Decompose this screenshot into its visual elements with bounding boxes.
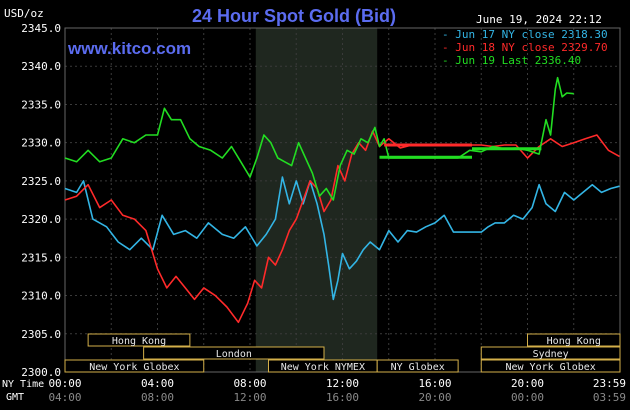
series-line-jun-17: [64, 176, 620, 301]
session-label: Sydney: [533, 349, 569, 360]
session-bar-box: [480, 346, 621, 360]
x-tick-label-ny: 16:00: [418, 377, 451, 390]
gmt-label: GMT: [6, 392, 24, 403]
session-bar-box: [527, 333, 621, 347]
session-bar: Sydney: [480, 346, 621, 360]
chart-title: 24 Hour Spot Gold (Bid): [192, 6, 396, 26]
session-bar-box: [87, 333, 191, 347]
session-bar-box: [64, 359, 205, 373]
session-label: Hong Kong: [112, 336, 166, 347]
y-tick-label: 2335.0: [21, 98, 61, 111]
x-tick-label-gmt: 00:00: [511, 391, 544, 404]
x-tick-label-ny: 20:00: [511, 377, 544, 390]
session-label: New York NYMEX: [281, 362, 365, 373]
session-label: New York Globex: [89, 362, 179, 373]
session-bar-box: [143, 346, 325, 360]
legend-entry-jun18: - Jun 18 NY close 2329.70: [442, 41, 608, 54]
x-tick-label-gmt: 03:59: [593, 391, 626, 404]
session-bar-box: [376, 359, 459, 373]
y-tick-label: 2340.0: [21, 60, 61, 73]
x-tick-label-gmt: 04:00: [48, 391, 81, 404]
x-tick-label-ny: 08:00: [233, 377, 266, 390]
x-tick-label-gmt: 20:00: [418, 391, 451, 404]
y-tick-label: 2315.0: [21, 251, 61, 264]
x-tick-label-ny: 04:00: [141, 377, 174, 390]
session-bar-box: [480, 359, 621, 373]
y-tick-label: 2305.0: [21, 328, 61, 341]
session-bar: New York Globex: [64, 359, 205, 373]
x-tick-label-ny: 23:59: [593, 377, 626, 390]
y-tick-label: 2310.0: [21, 290, 61, 303]
x-tick-label-ny: 00:00: [48, 377, 81, 390]
series-line-jun-18: [64, 130, 620, 324]
session-label: NY Globex: [391, 362, 445, 373]
y-tick-label: 2325.0: [21, 175, 61, 188]
session-label: Hong Kong: [547, 336, 601, 347]
session-bar: Hong Kong: [87, 333, 191, 347]
session-bar: Hong Kong: [527, 333, 621, 347]
legend-entry-jun19: - Jun 19 Last 2336.40: [442, 54, 581, 67]
session-bar: New York NYMEX: [268, 359, 378, 373]
y-tick-label: 2320.0: [21, 213, 61, 226]
x-tick-label-gmt: 12:00: [233, 391, 266, 404]
legend-entry-jun17: - Jun 17 NY close 2318.30: [442, 28, 608, 41]
session-bar: NY Globex: [376, 359, 459, 373]
ny-time-label: NY Time: [2, 379, 44, 390]
session-label: London: [216, 349, 252, 360]
date-label: June 19, 2024 22:12: [476, 13, 602, 26]
legend: - Jun 17 NY close 2318.30 - Jun 18 NY cl…: [442, 28, 608, 67]
y-tick-label: 2330.0: [21, 137, 61, 150]
session-bar: New York Globex: [480, 359, 621, 373]
unit-label: USD/oz: [4, 7, 44, 20]
session-bar: London: [143, 346, 325, 360]
x-tick-label-ny: 12:00: [326, 377, 359, 390]
y-tick-label: 2300.0: [21, 366, 61, 379]
session-label: New York Globex: [505, 362, 595, 373]
x-tick-label-gmt: 08:00: [141, 391, 174, 404]
y-tick-label: 2345.0: [21, 22, 61, 35]
watermark-url: www.kitco.com: [67, 39, 191, 58]
x-tick-label-gmt: 16:00: [326, 391, 359, 404]
